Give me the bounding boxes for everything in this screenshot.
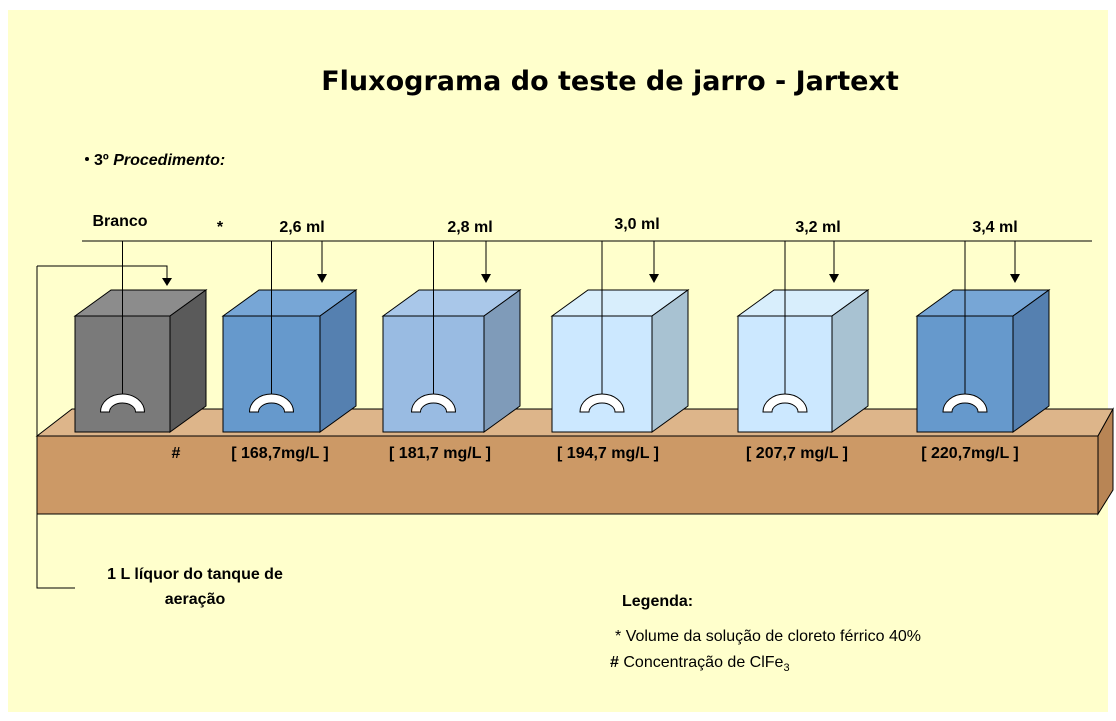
jar-dose: Branco — [92, 213, 147, 230]
stirrer-paddle — [410, 393, 457, 413]
jar-dose: 3,4 ml — [972, 219, 1017, 236]
dose-marker: * — [217, 219, 224, 236]
stirrer-paddle — [579, 393, 625, 413]
procedure: 3º Procedimento: — [94, 152, 225, 169]
arrow — [649, 274, 659, 283]
jar-dose: 2,6 ml — [279, 219, 324, 236]
stirrer-paddle — [248, 393, 295, 413]
jar-dose: 3,0 ml — [614, 216, 659, 233]
legend-item: # Concentração de ClFe3 — [610, 654, 790, 674]
arrow — [481, 274, 491, 283]
legend-text: Concentração de ClFe — [623, 654, 783, 671]
legend-item: * Volume da solução de cloreto férrico 4… — [615, 628, 921, 645]
jar-concentration: [ 181,7 mg/L ] — [389, 445, 491, 462]
jar-dose: 3,2 ml — [795, 219, 840, 236]
jar-concentration: [ 220,7mg/L ] — [921, 445, 1019, 462]
arrow — [829, 274, 839, 283]
sample-label: aeração — [165, 591, 226, 608]
stirrer-paddle — [942, 393, 988, 413]
concentration-marker: # — [172, 445, 181, 462]
legend-marker: # — [610, 654, 619, 671]
arrow — [162, 278, 172, 286]
procedure-number: 3º — [94, 152, 109, 169]
jar-dose: 2,8 ml — [447, 219, 492, 236]
stirrer-paddle — [762, 393, 808, 413]
stirrer-paddle — [99, 393, 146, 413]
procedure-label: Procedimento: — [113, 152, 225, 169]
title: Fluxograma do teste de jarro - Jartext — [321, 66, 899, 97]
sample-line — [37, 265, 168, 280]
jar-concentration: [ 194,7 mg/L ] — [557, 445, 659, 462]
arrow — [317, 274, 327, 283]
legend-marker: * — [615, 628, 621, 645]
sample-label: 1 L líquor do tanque de — [107, 566, 283, 583]
jar-concentration: [ 168,7mg/L ] — [231, 445, 329, 462]
sample-line — [36, 266, 75, 589]
jar-concentration: [ 207,7 mg/L ] — [746, 445, 848, 462]
legend-subscript: 3 — [783, 662, 789, 674]
legend-title: Legenda: — [622, 593, 693, 610]
legend-text: Volume da solução de cloreto férrico 40% — [626, 628, 921, 645]
arrow — [1010, 274, 1020, 283]
bullet — [85, 157, 89, 161]
